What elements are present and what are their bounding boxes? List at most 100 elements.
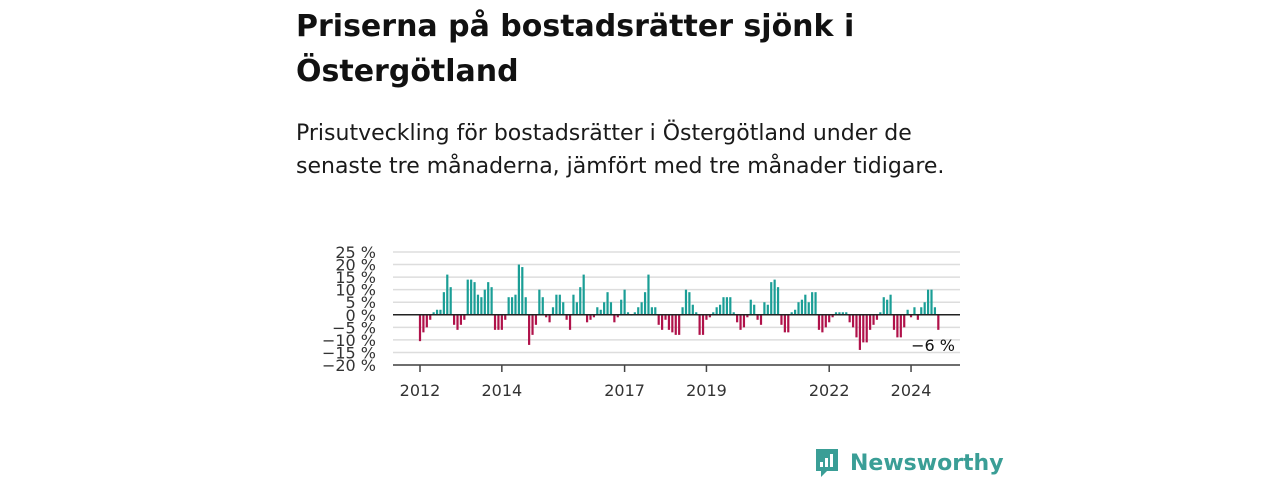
bar xyxy=(463,314,466,320)
bar xyxy=(654,307,657,315)
bar xyxy=(855,314,858,338)
bar xyxy=(514,294,517,315)
bar xyxy=(487,282,490,315)
bar xyxy=(848,314,851,323)
bar xyxy=(476,294,480,315)
bar xyxy=(882,297,885,315)
bar xyxy=(821,314,824,333)
bar xyxy=(930,289,933,315)
bar xyxy=(545,314,548,318)
bar xyxy=(886,299,889,315)
bar-series xyxy=(418,264,940,350)
bar xyxy=(579,287,582,315)
bar xyxy=(845,312,848,315)
bar xyxy=(674,314,677,335)
bar xyxy=(657,314,660,325)
bar xyxy=(616,314,619,318)
bar xyxy=(691,304,694,315)
bar xyxy=(510,297,514,315)
bar xyxy=(643,292,647,315)
bar xyxy=(432,312,435,315)
bar xyxy=(528,314,531,345)
bar xyxy=(681,307,684,315)
bar xyxy=(926,289,930,315)
bar xyxy=(613,314,616,323)
bar xyxy=(879,312,882,315)
newsworthy-logo-icon xyxy=(816,449,838,477)
bar xyxy=(558,294,561,315)
bar xyxy=(453,314,456,325)
bar xyxy=(504,314,507,320)
bar xyxy=(705,314,708,320)
bar xyxy=(633,312,636,315)
bar xyxy=(637,307,640,315)
bar xyxy=(497,314,500,330)
bar xyxy=(804,294,807,315)
bar xyxy=(664,314,667,320)
bar xyxy=(551,307,555,315)
x-tick-label: 2014 xyxy=(481,381,522,400)
bar xyxy=(589,314,592,320)
bar xyxy=(732,312,735,315)
bar xyxy=(572,294,575,315)
bar xyxy=(797,302,800,315)
bar xyxy=(490,287,493,315)
bar xyxy=(429,314,432,320)
bar xyxy=(459,314,463,325)
bar xyxy=(466,279,469,315)
bar xyxy=(766,304,769,315)
bar xyxy=(473,282,476,315)
bar xyxy=(787,314,790,333)
bar xyxy=(814,292,817,315)
x-tick-label: 2017 xyxy=(604,381,645,400)
latest-value-label: −6 % xyxy=(911,336,955,355)
bar xyxy=(794,309,797,315)
bar xyxy=(575,302,578,315)
bar xyxy=(548,314,551,323)
bar xyxy=(435,309,439,315)
bar xyxy=(596,307,599,315)
bar xyxy=(872,314,875,325)
x-tick-label: 2019 xyxy=(686,381,727,400)
bar xyxy=(722,297,725,315)
bar xyxy=(869,314,872,330)
bar xyxy=(688,292,691,315)
bar xyxy=(753,304,756,315)
bar xyxy=(896,314,899,338)
bar xyxy=(626,312,630,315)
bar xyxy=(746,314,749,318)
bar xyxy=(500,314,503,330)
bar xyxy=(718,304,722,315)
newsworthy-logo: Newsworthy xyxy=(814,446,1004,480)
page-title: Priserna på bostadsrätter sjönk i Österg… xyxy=(296,9,855,89)
bar xyxy=(937,314,940,330)
bar xyxy=(524,297,527,315)
bar xyxy=(838,312,841,315)
y-tick-label: −15 % xyxy=(322,343,376,362)
bar xyxy=(493,314,497,330)
bar xyxy=(517,264,520,315)
y-tick-label: −5 % xyxy=(332,318,376,337)
bar xyxy=(783,314,786,333)
bar xyxy=(661,314,664,330)
bar xyxy=(521,267,524,315)
bar xyxy=(828,314,831,323)
bar xyxy=(773,279,776,315)
bar xyxy=(906,309,909,315)
bar xyxy=(678,314,681,335)
bar xyxy=(817,314,821,330)
y-tick-label: −20 % xyxy=(322,356,376,375)
y-tick-label: 15 % xyxy=(335,268,376,287)
bar xyxy=(480,297,483,315)
bar xyxy=(446,274,449,315)
y-tick-label: 20 % xyxy=(335,256,376,275)
bar xyxy=(739,314,742,330)
bar xyxy=(909,314,913,318)
bar xyxy=(606,292,609,315)
bar xyxy=(541,297,544,315)
bar xyxy=(531,314,534,335)
bar xyxy=(892,314,896,330)
bar xyxy=(555,294,558,315)
bar xyxy=(442,292,445,315)
bar xyxy=(647,274,650,315)
